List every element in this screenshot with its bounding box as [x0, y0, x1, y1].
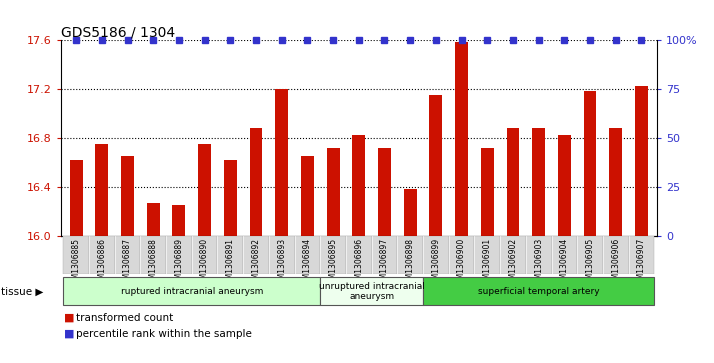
Bar — [346, 236, 371, 274]
Text: GSM1306888: GSM1306888 — [149, 238, 158, 289]
Bar — [448, 236, 474, 274]
Text: GSM1306889: GSM1306889 — [174, 238, 183, 289]
Text: GSM1306894: GSM1306894 — [303, 238, 312, 289]
Bar — [166, 236, 192, 274]
Bar — [301, 156, 314, 236]
Text: GSM1306895: GSM1306895 — [328, 238, 338, 289]
Bar — [397, 236, 423, 274]
Bar — [121, 156, 134, 236]
Bar — [198, 144, 211, 236]
Text: GSM1306903: GSM1306903 — [534, 238, 543, 289]
Bar — [532, 128, 545, 236]
Bar — [609, 128, 622, 236]
Bar — [526, 236, 551, 274]
Text: GSM1306896: GSM1306896 — [354, 238, 363, 289]
Bar — [96, 144, 109, 236]
Bar — [423, 277, 654, 305]
Text: GSM1306899: GSM1306899 — [431, 238, 441, 289]
Bar — [192, 236, 218, 274]
Bar — [243, 236, 269, 274]
Bar — [423, 236, 448, 274]
Bar — [70, 160, 83, 236]
Bar — [474, 236, 500, 274]
Text: GSM1306891: GSM1306891 — [226, 238, 235, 289]
Bar — [321, 277, 423, 305]
Bar — [577, 236, 603, 274]
Bar — [353, 135, 365, 236]
Bar — [506, 128, 519, 236]
Text: GSM1306890: GSM1306890 — [200, 238, 209, 289]
Text: tissue ▶: tissue ▶ — [1, 287, 44, 297]
Bar — [295, 236, 321, 274]
Bar — [224, 160, 237, 236]
Bar — [500, 236, 526, 274]
Text: superficial temporal artery: superficial temporal artery — [478, 287, 600, 296]
Bar — [481, 148, 493, 236]
Text: GSM1306900: GSM1306900 — [457, 238, 466, 289]
Text: GSM1306906: GSM1306906 — [611, 238, 620, 289]
Bar — [327, 148, 340, 236]
Bar — [371, 236, 397, 274]
Text: GSM1306904: GSM1306904 — [560, 238, 569, 289]
Text: GSM1306901: GSM1306901 — [483, 238, 492, 289]
Bar — [64, 236, 89, 274]
Text: GSM1306897: GSM1306897 — [380, 238, 389, 289]
Bar — [321, 236, 346, 274]
Bar — [558, 135, 570, 236]
Text: GSM1306887: GSM1306887 — [123, 238, 132, 289]
Bar — [173, 205, 186, 236]
Bar — [250, 128, 263, 236]
Text: GDS5186 / 1304: GDS5186 / 1304 — [61, 25, 175, 40]
Bar — [429, 95, 442, 236]
Bar — [603, 236, 628, 274]
Text: GSM1306905: GSM1306905 — [585, 238, 595, 289]
Text: unruptured intracranial
aneurysm: unruptured intracranial aneurysm — [318, 282, 425, 301]
Text: GSM1306892: GSM1306892 — [251, 238, 261, 289]
Text: ■: ■ — [64, 313, 75, 323]
Bar — [583, 91, 596, 236]
Bar — [635, 86, 648, 236]
Text: GSM1306893: GSM1306893 — [277, 238, 286, 289]
Bar — [276, 89, 288, 236]
Bar — [378, 148, 391, 236]
Bar — [147, 203, 160, 236]
Text: percentile rank within the sample: percentile rank within the sample — [76, 329, 252, 339]
Bar — [141, 236, 166, 274]
Bar — [403, 189, 416, 236]
Text: GSM1306898: GSM1306898 — [406, 238, 415, 289]
Text: ruptured intracranial aneurysm: ruptured intracranial aneurysm — [121, 287, 263, 296]
Bar — [115, 236, 141, 274]
Text: GSM1306902: GSM1306902 — [508, 238, 518, 289]
Bar — [64, 277, 321, 305]
Bar — [455, 42, 468, 236]
Text: GSM1306907: GSM1306907 — [637, 238, 646, 289]
Bar — [89, 236, 115, 274]
Text: GSM1306886: GSM1306886 — [97, 238, 106, 289]
Bar — [628, 236, 654, 274]
Bar — [218, 236, 243, 274]
Text: transformed count: transformed count — [76, 313, 174, 323]
Text: ■: ■ — [64, 329, 75, 339]
Bar — [551, 236, 577, 274]
Bar — [269, 236, 295, 274]
Text: GSM1306885: GSM1306885 — [71, 238, 81, 289]
